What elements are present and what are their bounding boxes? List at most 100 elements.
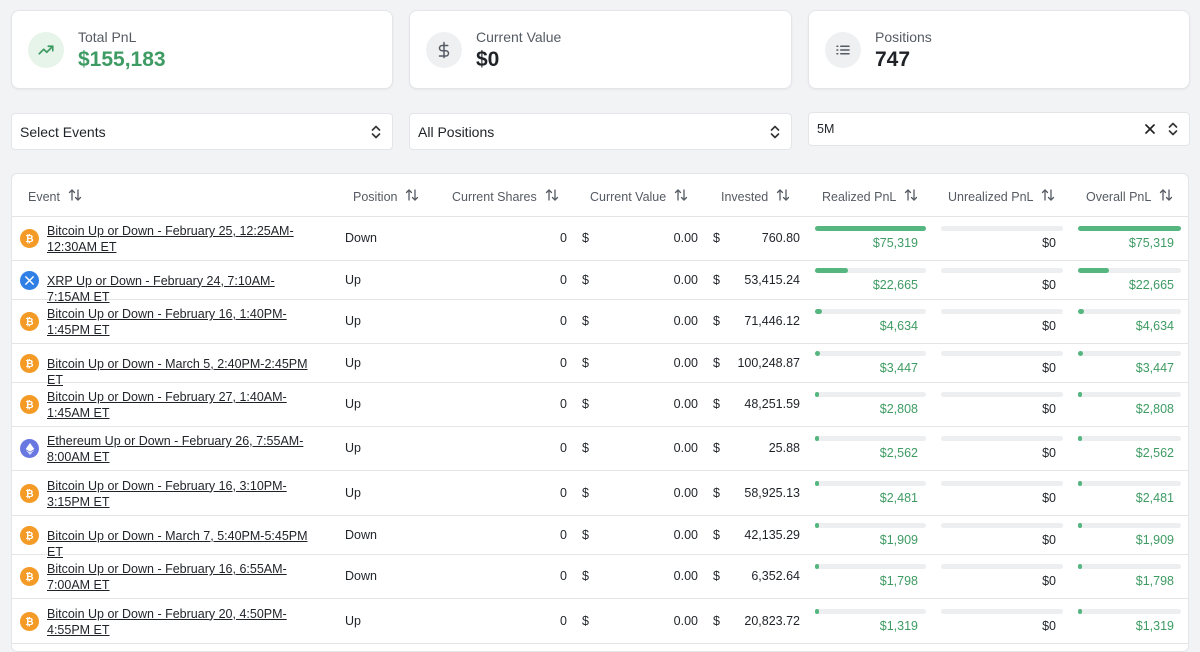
positions-select-value: All Positions bbox=[418, 124, 495, 140]
current-value-cell: 0.00 bbox=[673, 441, 698, 455]
table-row[interactable]: ₿ Bitcoin Up or Down - February 16, 6:55… bbox=[12, 555, 1188, 599]
realized-pnl-bar bbox=[815, 226, 926, 231]
currency-symbol: $ bbox=[713, 441, 720, 455]
shares-cell: 0 bbox=[560, 485, 567, 500]
unrealized-pnl-value: $0 bbox=[1042, 319, 1056, 333]
realized-pnl-value: $1,909 bbox=[879, 532, 918, 547]
currency-symbol: $ bbox=[713, 272, 720, 287]
event-link[interactable]: Bitcoin Up or Down - February 16, 3:10PM… bbox=[47, 478, 287, 509]
unrealized-pnl-bar bbox=[941, 480, 1063, 486]
bitcoin-icon: ₿ bbox=[20, 567, 39, 586]
header-event[interactable]: Event bbox=[28, 188, 82, 205]
table-row[interactable]: Ethereum Up or Down - February 26, 7:55A… bbox=[12, 427, 1188, 471]
overall-pnl-bar bbox=[1078, 564, 1181, 569]
table-row[interactable]: ₿ Bitcoin Up or Down - February 16, 3:10… bbox=[12, 471, 1188, 516]
bitcoin-icon: ₿ bbox=[20, 611, 39, 631]
invested-cell: 25.88 bbox=[768, 441, 800, 455]
realized-pnl-value: $3,447 bbox=[879, 360, 918, 375]
event-link[interactable]: Bitcoin Up or Down - February 27, 1:40AM… bbox=[47, 390, 287, 420]
overall-pnl-bar bbox=[1078, 267, 1181, 273]
dollar-icon bbox=[426, 32, 462, 68]
current-value-cell: 0.00 bbox=[673, 231, 698, 245]
currency-symbol: $ bbox=[713, 314, 720, 328]
sort-icon bbox=[1041, 188, 1055, 205]
table-header: Event Position Current Shares Current Va… bbox=[12, 174, 1188, 217]
invested-cell: 58,925.13 bbox=[744, 485, 800, 500]
currency-symbol: $ bbox=[582, 485, 589, 500]
table-row[interactable]: ₿ Bitcoin Up or Down - March 5, 2:40PM-2… bbox=[12, 344, 1188, 387]
overall-pnl-value: $1,798 bbox=[1135, 574, 1174, 588]
amount-select[interactable]: 5M bbox=[808, 112, 1190, 146]
overall-pnl-fill bbox=[1078, 608, 1082, 614]
unrealized-pnl-value: $0 bbox=[1042, 277, 1056, 292]
header-overall-pnl[interactable]: Overall PnL bbox=[1086, 188, 1173, 205]
total-pnl-value: $155,183 bbox=[78, 48, 166, 71]
realized-pnl-value: $2,562 bbox=[879, 446, 918, 460]
header-invested[interactable]: Invested bbox=[721, 188, 790, 205]
overall-pnl-fill bbox=[1078, 309, 1085, 314]
realized-pnl-fill bbox=[815, 522, 819, 528]
unrealized-pnl-value: $0 bbox=[1042, 236, 1056, 250]
event-link[interactable]: Bitcoin Up or Down - March 5, 2:40PM-2:4… bbox=[47, 356, 308, 387]
currency-symbol: $ bbox=[713, 231, 720, 245]
unrealized-pnl-bar bbox=[941, 436, 1063, 441]
overall-pnl-value: $1,909 bbox=[1135, 532, 1174, 547]
realized-pnl-value: $4,634 bbox=[879, 319, 918, 333]
shares-cell: 0 bbox=[560, 613, 567, 628]
overall-pnl-fill bbox=[1078, 436, 1082, 441]
realized-pnl-fill bbox=[815, 267, 849, 273]
realized-pnl-bar bbox=[815, 392, 926, 397]
table-row[interactable]: XRP Up or Down - February 24, 7:10AM-7:1… bbox=[12, 261, 1188, 304]
event-link[interactable]: Bitcoin Up or Down - February 25, 12:25A… bbox=[47, 224, 294, 254]
header-unrealized-pnl[interactable]: Unrealized PnL bbox=[948, 188, 1055, 205]
shares-cell: 0 bbox=[560, 569, 567, 583]
svg-text:₿: ₿ bbox=[25, 316, 33, 327]
header-position[interactable]: Position bbox=[353, 188, 419, 205]
event-link[interactable]: Bitcoin Up or Down - March 7, 5:40PM-5:4… bbox=[47, 528, 308, 559]
overall-pnl-fill bbox=[1078, 522, 1082, 528]
realized-pnl-fill bbox=[815, 564, 819, 569]
position-cell: Up bbox=[345, 397, 361, 411]
positions-select[interactable]: All Positions bbox=[409, 113, 792, 150]
events-select[interactable]: Select Events bbox=[11, 113, 393, 150]
table-row[interactable]: ₿ Bitcoin Up or Down - March 7, 5:40PM-5… bbox=[12, 516, 1188, 559]
overall-pnl-bar bbox=[1078, 309, 1181, 314]
overall-pnl-bar bbox=[1078, 480, 1181, 486]
event-link[interactable]: Bitcoin Up or Down - February 16, 1:40PM… bbox=[47, 307, 287, 337]
event-link[interactable]: XRP Up or Down - February 24, 7:10AM-7:1… bbox=[47, 273, 275, 304]
currency-symbol: $ bbox=[582, 569, 589, 583]
table-row[interactable]: ₿ Bitcoin Up or Down - February 27, 1:40… bbox=[12, 383, 1188, 427]
currency-symbol: $ bbox=[713, 569, 720, 583]
header-current-shares[interactable]: Current Shares bbox=[452, 188, 559, 205]
realized-pnl-value: $2,481 bbox=[879, 490, 918, 505]
event-link[interactable]: Ethereum Up or Down - February 26, 7:55A… bbox=[47, 434, 304, 464]
chevron-up-down-icon bbox=[1166, 121, 1180, 140]
table-row[interactable]: ₿ Bitcoin Up or Down - February 20, 4:50… bbox=[12, 599, 1188, 644]
overall-pnl-fill bbox=[1078, 350, 1083, 356]
realized-pnl-bar bbox=[815, 436, 926, 441]
header-realized-pnl[interactable]: Realized PnL bbox=[822, 188, 918, 205]
shares-cell: 0 bbox=[560, 355, 567, 370]
realized-pnl-fill bbox=[815, 608, 819, 614]
currency-symbol: $ bbox=[713, 527, 720, 542]
invested-cell: 53,415.24 bbox=[744, 272, 800, 287]
shares-cell: 0 bbox=[560, 272, 567, 287]
event-link[interactable]: Bitcoin Up or Down - February 20, 4:50PM… bbox=[47, 606, 287, 637]
svg-text:₿: ₿ bbox=[25, 616, 33, 627]
sort-icon bbox=[68, 188, 82, 205]
unrealized-pnl-value: $0 bbox=[1042, 490, 1056, 505]
table-row[interactable]: ₿ Bitcoin Up or Down - February 16, 1:40… bbox=[12, 300, 1188, 344]
realized-pnl-value: $1,319 bbox=[879, 618, 918, 633]
position-cell: Up bbox=[345, 613, 361, 628]
event-link[interactable]: Bitcoin Up or Down - February 16, 6:55AM… bbox=[47, 562, 287, 592]
header-current-value[interactable]: Current Value bbox=[590, 188, 688, 205]
currency-symbol: $ bbox=[582, 231, 589, 245]
current-value-cell: 0.00 bbox=[673, 272, 698, 287]
current-value-cell: 0.00 bbox=[673, 613, 698, 628]
realized-pnl-value: $2,808 bbox=[879, 402, 918, 416]
close-icon[interactable] bbox=[1143, 122, 1157, 139]
currency-symbol: $ bbox=[582, 272, 589, 287]
bitcoin-icon: ₿ bbox=[20, 353, 39, 373]
realized-pnl-bar bbox=[815, 522, 926, 528]
table-row[interactable]: ₿ Bitcoin Up or Down - February 25, 12:2… bbox=[12, 217, 1188, 261]
